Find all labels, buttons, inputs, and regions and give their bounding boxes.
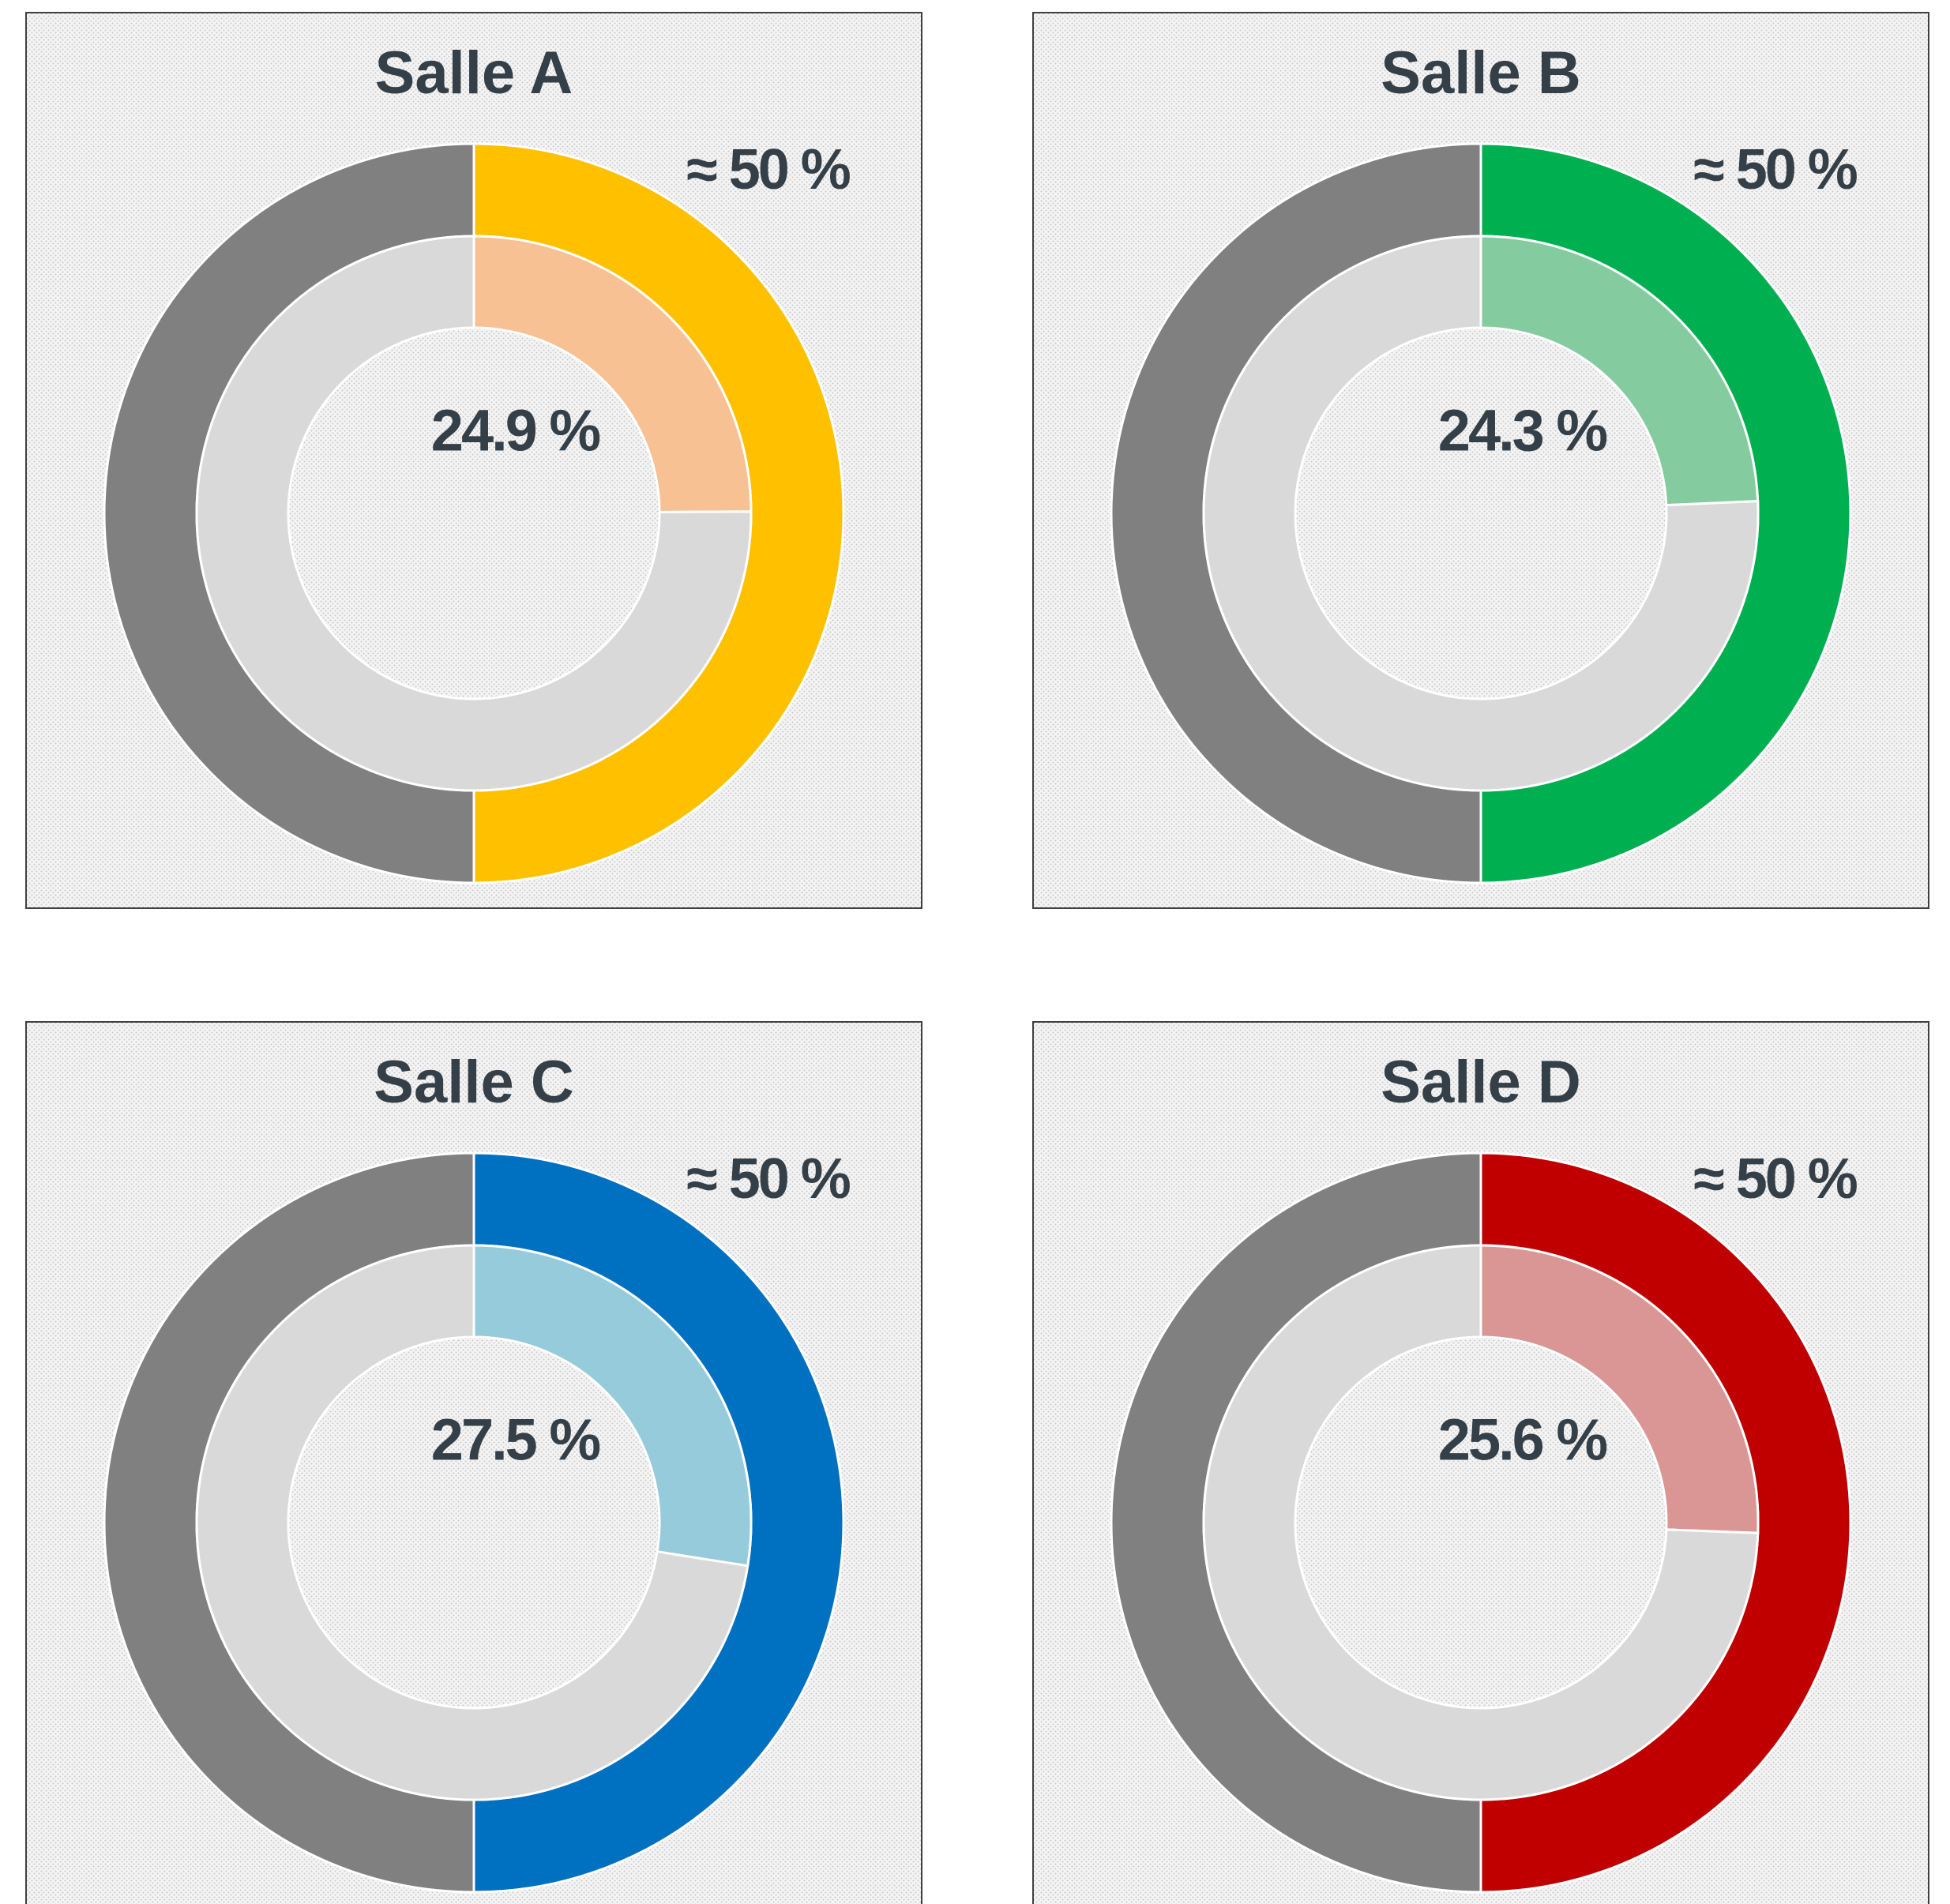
value-label: 24.3 % [1438, 398, 1607, 464]
chart-panel: Salle B ≈ 50 % 24.3 % [1032, 12, 1929, 909]
donut-segment [195, 235, 753, 792]
value-label: ≈ 50 % [686, 138, 851, 201]
value-label: ≈ 50 % [686, 1147, 851, 1211]
chart-panel: Salle A ≈ 50 % 24.9 % [25, 12, 922, 909]
chart-title: Salle A [375, 39, 573, 107]
donut-segment [1202, 235, 1760, 792]
donut-segment [1202, 1244, 1760, 1801]
value-label: 25.6 % [1438, 1407, 1607, 1473]
donut-segment [472, 235, 753, 514]
donut-segment [1479, 1244, 1760, 1534]
donut-segment [472, 1244, 753, 1568]
chart-title: Salle B [1381, 39, 1580, 107]
donut-segment [195, 1244, 750, 1801]
value-label: 24.9 % [431, 398, 600, 464]
value-label: ≈ 50 % [1693, 1147, 1858, 1211]
chart-panel: Salle D ≈ 50 % 25.6 % [1032, 1021, 1929, 1904]
value-label: 27.5 % [431, 1407, 600, 1473]
chart-title: Salle D [1381, 1049, 1580, 1116]
chart-panel: Salle C ≈ 50 % 27.5 % [25, 1021, 922, 1904]
chart-title: Salle C [374, 1049, 573, 1116]
donut-segment [1479, 235, 1760, 507]
value-label: ≈ 50 % [1693, 138, 1858, 201]
